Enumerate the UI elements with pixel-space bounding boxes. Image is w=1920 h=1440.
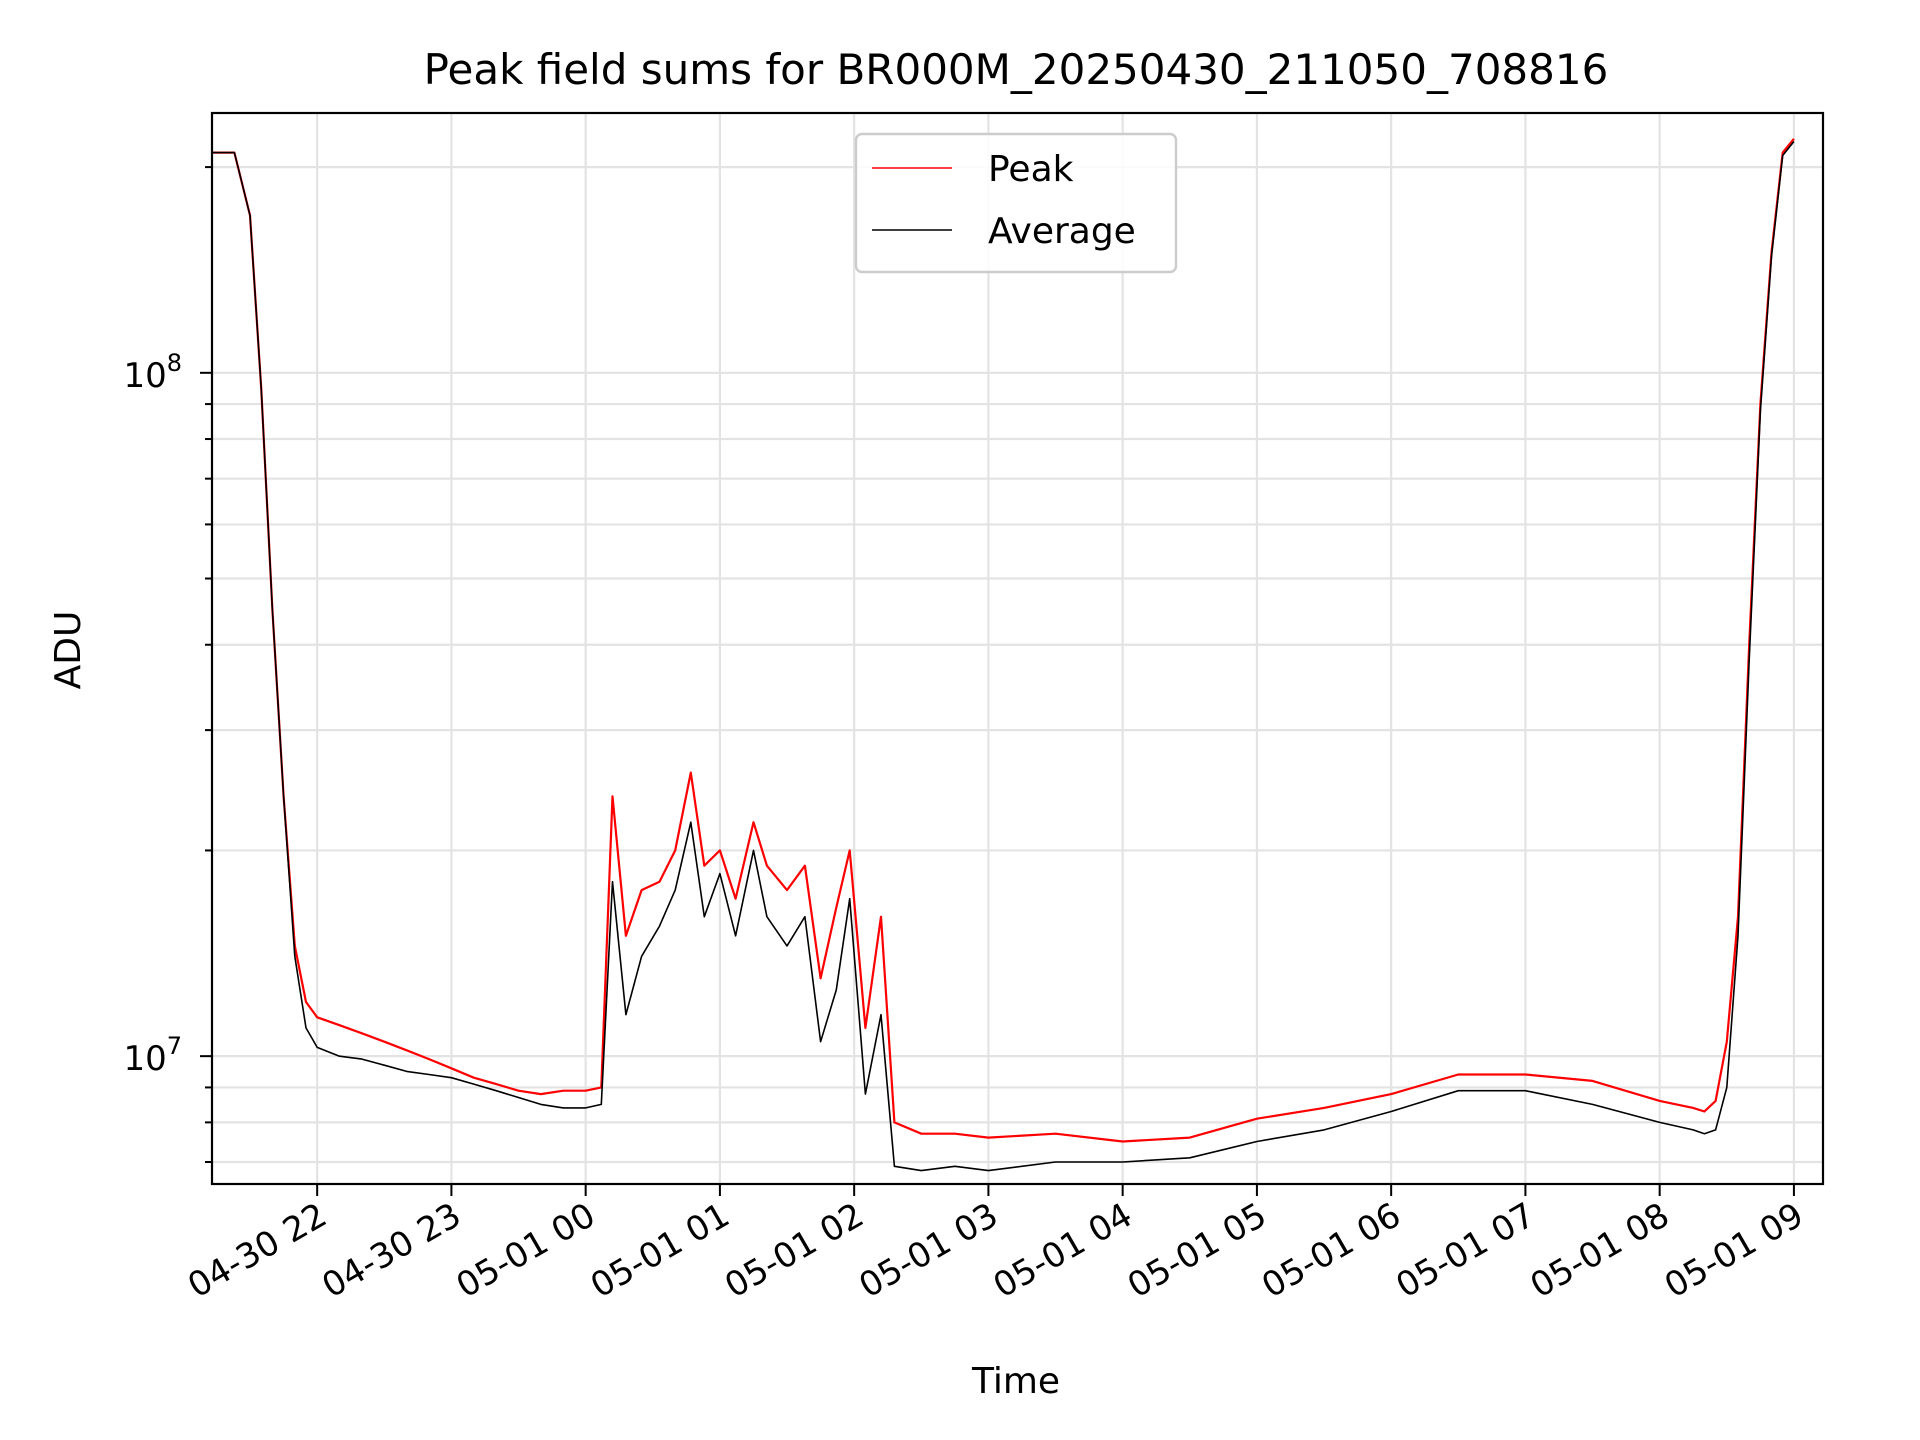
y-tick-label: 107: [123, 1032, 182, 1079]
legend: Peak Average: [854, 132, 1178, 274]
y-axis-label: ADU: [48, 611, 89, 690]
legend-label-peak: Peak: [988, 149, 1074, 190]
series-layer: [212, 138, 1795, 1172]
series-line-peak: [212, 138, 1795, 1143]
chart-title: Peak field sums for BR000M_20250430_2110…: [424, 45, 1609, 94]
y-axis: 107 108: [123, 166, 212, 1164]
grid: [212, 113, 1823, 1184]
plot-frame: [210, 111, 1825, 1186]
series-line-average: [212, 141, 1795, 1172]
legend-label-average: Average: [988, 211, 1136, 252]
y-tick-label: 108: [123, 349, 182, 396]
x-axis-label: Time: [971, 1361, 1060, 1402]
